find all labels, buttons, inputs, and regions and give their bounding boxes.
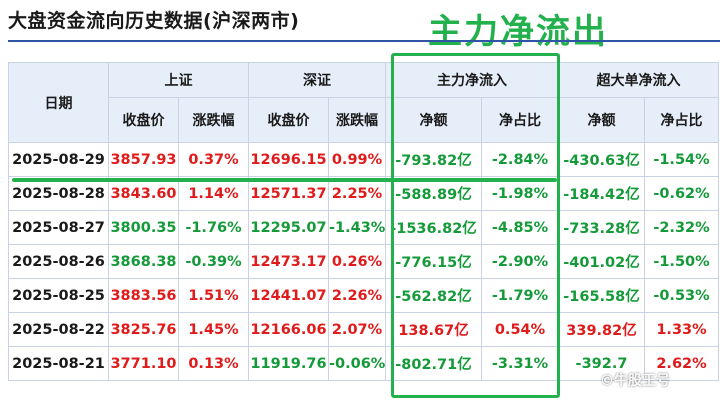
cell-main-net: -562.82亿 xyxy=(385,278,482,313)
cell-date: 2025-08-27 xyxy=(8,210,109,245)
cell-super-net: -401.02亿 xyxy=(558,244,645,279)
cell-date: 2025-08-21 xyxy=(8,346,109,381)
cell-sz-close: 11919.76 xyxy=(248,346,329,381)
cell-super-ratio: -1.54% xyxy=(644,142,719,177)
cell-date: 2025-08-22 xyxy=(8,312,109,347)
table-row: 2025-08-21 3771.10 0.13% 11919.76 -0.06%… xyxy=(8,346,719,381)
header-sh-close: 收盘价 xyxy=(108,97,179,143)
cell-sz-change: -1.43% xyxy=(328,210,386,245)
cell-sh-change: -1.76% xyxy=(178,210,249,245)
table-row: 2025-08-22 3825.76 1.45% 12166.06 2.07% … xyxy=(8,312,719,347)
cell-super-net: -733.28亿 xyxy=(558,210,645,245)
cell-super-net: -184.42亿 xyxy=(558,176,645,211)
cell-sh-change: 1.45% xyxy=(178,312,249,347)
header-super-net: 净额 xyxy=(558,97,645,143)
cell-sh-change: 1.51% xyxy=(178,278,249,313)
cell-main-ratio: -2.90% xyxy=(481,244,559,279)
cell-sz-close: 12295.07 xyxy=(248,210,329,245)
table-row: 2025-08-27 3800.35 -1.76% 12295.07 -1.43… xyxy=(8,210,719,245)
cell-sz-change: -0.06% xyxy=(328,346,386,381)
cell-sh-close: 3825.76 xyxy=(108,312,179,347)
cell-main-ratio: -4.85% xyxy=(481,210,559,245)
cell-super-ratio: 2.62% xyxy=(644,346,719,381)
cell-main-ratio: 0.54% xyxy=(481,312,559,347)
cell-main-ratio: -1.98% xyxy=(481,176,559,211)
cell-sz-close: 12441.07 xyxy=(248,278,329,313)
cell-main-ratio: -2.84% xyxy=(481,142,559,177)
header-sh-change: 涨跌幅 xyxy=(178,97,249,143)
header-sz: 深证 xyxy=(248,62,386,98)
cell-sz-close: 12473.17 xyxy=(248,244,329,279)
cell-super-ratio: -2.32% xyxy=(644,210,719,245)
header-sz-change: 涨跌幅 xyxy=(328,97,386,143)
header-main-net: 净额 xyxy=(385,97,482,143)
header-super-ratio: 净占比 xyxy=(644,97,719,143)
title-underline xyxy=(8,40,720,42)
cell-main-net: -588.89亿 xyxy=(385,176,482,211)
page-title: 大盘资金流向历史数据(沪深两市) xyxy=(8,10,300,32)
cell-sh-close: 3868.38 xyxy=(108,244,179,279)
table-row: 2025-08-25 3883.56 1.51% 12441.07 2.26% … xyxy=(8,278,719,313)
cell-main-ratio: -3.31% xyxy=(481,346,559,381)
cell-main-net: 138.67亿 xyxy=(385,312,482,347)
cell-sz-close: 12571.37 xyxy=(248,176,329,211)
cell-sz-change: 2.26% xyxy=(328,278,386,313)
cell-super-net: -165.58亿 xyxy=(558,278,645,313)
cell-super-ratio: -0.53% xyxy=(644,278,719,313)
cell-sh-close: 3857.93 xyxy=(108,142,179,177)
cell-date: 2025-08-26 xyxy=(8,244,109,279)
cell-sh-close: 3843.60 xyxy=(108,176,179,211)
cell-main-net: -776.15亿 xyxy=(385,244,482,279)
header-sh: 上证 xyxy=(108,62,249,98)
cell-date: 2025-08-29 xyxy=(8,142,109,177)
cell-sz-change: 0.99% xyxy=(328,142,386,177)
cell-main-ratio: -1.79% xyxy=(481,278,559,313)
cell-sz-close: 12166.06 xyxy=(248,312,329,347)
header-main-ratio: 净占比 xyxy=(481,97,559,143)
cell-super-net: -430.63亿 xyxy=(558,142,645,177)
cell-date: 2025-08-28 xyxy=(8,176,109,211)
table-row: 2025-08-28 3843.60 1.14% 12571.37 2.25% … xyxy=(8,176,719,211)
cell-super-ratio: -1.50% xyxy=(644,244,719,279)
header-super-inflow: 超大单净流入 xyxy=(558,62,719,98)
cell-super-ratio: 1.33% xyxy=(644,312,719,347)
header-date: 日期 xyxy=(8,62,109,143)
cell-sh-close: 3800.35 xyxy=(108,210,179,245)
header-main-inflow: 主力净流入 xyxy=(385,62,559,98)
cell-sz-change: 2.07% xyxy=(328,312,386,347)
cell-sh-change: 0.13% xyxy=(178,346,249,381)
highlight-label: 主力净流出 xyxy=(428,12,608,52)
cell-main-net: -793.82亿 xyxy=(385,142,482,177)
cell-sh-close: 3771.10 xyxy=(108,346,179,381)
cell-sh-change: -0.39% xyxy=(178,244,249,279)
cell-super-net: 339.82亿 xyxy=(558,312,645,347)
cell-date: 2025-08-25 xyxy=(8,278,109,313)
cell-main-net: -1536.82亿 xyxy=(385,210,482,245)
cell-sz-close: 12696.15 xyxy=(248,142,329,177)
cell-sz-change: 2.25% xyxy=(328,176,386,211)
cell-sh-change: 0.37% xyxy=(178,142,249,177)
header-sz-close: 收盘价 xyxy=(248,97,329,143)
watermark: ©牛股王号 xyxy=(600,373,670,389)
table-row: 2025-08-26 3868.38 -0.39% 12473.17 0.26%… xyxy=(8,244,719,279)
cell-sh-change: 1.14% xyxy=(178,176,249,211)
cell-sz-change: 0.26% xyxy=(328,244,386,279)
cell-sh-close: 3883.56 xyxy=(108,278,179,313)
cell-super-ratio: -0.62% xyxy=(644,176,719,211)
fund-flow-table: 日期 上证 深证 主力净流入 超大单净流入 收盘价 涨跌幅 收盘价 涨跌幅 净额… xyxy=(8,62,719,381)
cell-main-net: -802.71亿 xyxy=(385,346,482,381)
table-row: 2025-08-29 3857.93 0.37% 12696.15 0.99% … xyxy=(8,142,719,177)
cell-super-net: -392.7 xyxy=(558,346,645,381)
